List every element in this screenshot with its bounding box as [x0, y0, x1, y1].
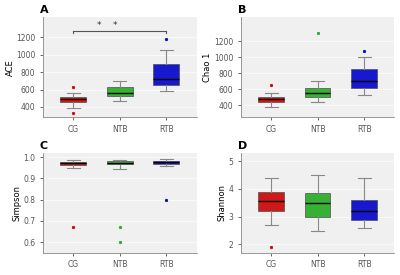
- Y-axis label: ACE: ACE: [6, 59, 14, 76]
- Text: *: *: [113, 21, 117, 30]
- PathPatch shape: [154, 161, 179, 164]
- Text: A: A: [40, 6, 48, 15]
- PathPatch shape: [351, 200, 377, 219]
- Y-axis label: Shannon: Shannon: [218, 184, 227, 221]
- PathPatch shape: [107, 161, 132, 164]
- PathPatch shape: [60, 97, 86, 102]
- Text: B: B: [238, 6, 246, 15]
- PathPatch shape: [305, 193, 330, 217]
- Text: *: *: [96, 21, 101, 30]
- Text: D: D: [238, 141, 247, 151]
- PathPatch shape: [107, 87, 132, 96]
- PathPatch shape: [60, 162, 86, 165]
- PathPatch shape: [351, 69, 377, 88]
- Text: C: C: [40, 141, 48, 151]
- PathPatch shape: [258, 97, 284, 102]
- Y-axis label: Chao 1: Chao 1: [204, 53, 212, 82]
- Y-axis label: Simpson: Simpson: [13, 185, 22, 221]
- PathPatch shape: [305, 88, 330, 97]
- PathPatch shape: [154, 64, 179, 85]
- PathPatch shape: [258, 192, 284, 211]
